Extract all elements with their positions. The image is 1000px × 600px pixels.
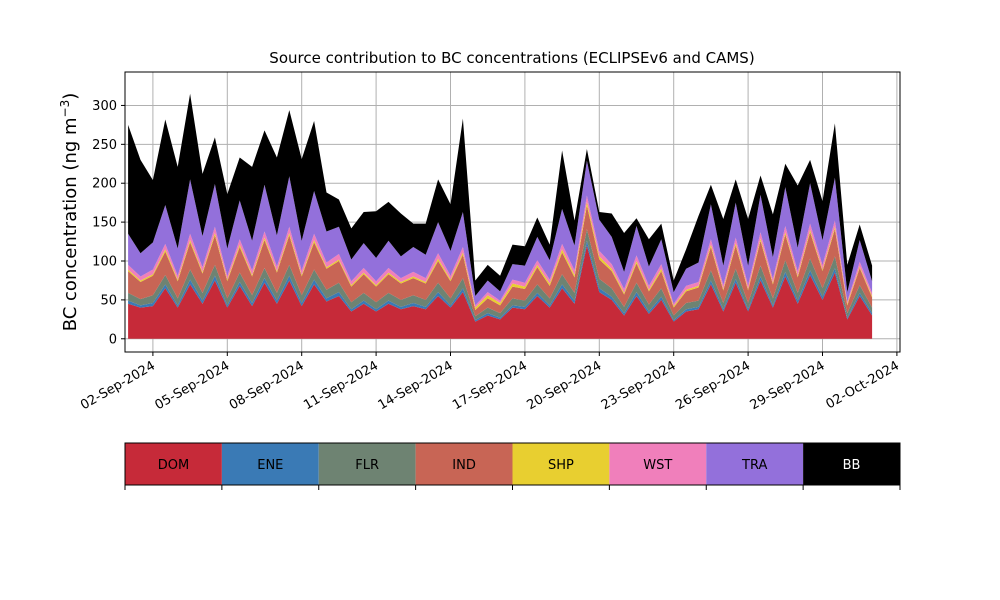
x-tick-label: 20-Sep-2024 bbox=[524, 358, 604, 413]
area-series-group bbox=[128, 93, 873, 339]
legend-label-tra: TRA bbox=[741, 458, 767, 473]
y-tick-label: 150 bbox=[92, 216, 117, 231]
area-series-bb bbox=[128, 93, 873, 297]
y-axis-label-sup: −3 bbox=[58, 100, 72, 118]
area-series-dom bbox=[128, 245, 873, 339]
legend-swatch-flr bbox=[318, 443, 416, 485]
x-tick-label: 02-Sep-2024 bbox=[78, 358, 158, 413]
x-tick-label: 02-Oct-2024 bbox=[824, 358, 902, 412]
legend-swatch-shp bbox=[512, 443, 610, 485]
legend-label-wst: WST bbox=[643, 458, 672, 473]
legend-colorbar: DOM ENE FLR IND SHP WST TRA BB bbox=[124, 442, 901, 490]
x-tick-label: 29-Sep-2024 bbox=[748, 358, 828, 413]
legend-swatch-bb bbox=[803, 443, 900, 485]
y-axis-label-close: ) bbox=[60, 93, 81, 100]
legend-swatch-ene bbox=[221, 443, 319, 485]
legend-swatch-tra bbox=[706, 443, 804, 485]
y-axis-label-main: BC concentration (ng m bbox=[60, 117, 81, 331]
x-tick-label: 14-Sep-2024 bbox=[376, 358, 456, 413]
x-tick-label: 11-Sep-2024 bbox=[301, 358, 381, 413]
x-tick-label: 05-Sep-2024 bbox=[152, 358, 232, 413]
chart-title: Source contribution to BC concentrations… bbox=[269, 49, 754, 67]
legend-label-flr: FLR bbox=[355, 458, 379, 473]
y-tick-label: 200 bbox=[92, 177, 117, 192]
legend-label-bb: BB bbox=[843, 458, 861, 473]
y-tick-label: 100 bbox=[92, 255, 117, 270]
legend-swatch-dom bbox=[125, 443, 222, 485]
y-tick-label: 0 bbox=[109, 332, 117, 347]
x-tick-label: 26-Sep-2024 bbox=[673, 358, 753, 413]
legend-label-dom: DOM bbox=[158, 458, 189, 473]
y-tick-label: 250 bbox=[92, 138, 117, 153]
area-series-tra bbox=[128, 160, 873, 306]
legend-swatch-wst bbox=[609, 443, 707, 485]
legend-label-ene: ENE bbox=[257, 458, 283, 473]
x-tick-label: 08-Sep-2024 bbox=[227, 358, 307, 413]
x-tick-label: 23-Sep-2024 bbox=[599, 358, 679, 413]
y-tick-label: 300 bbox=[92, 99, 117, 114]
plot-frame bbox=[124, 71, 901, 353]
y-tick-label: 50 bbox=[100, 293, 117, 308]
legend-label-ind: IND bbox=[452, 458, 476, 473]
legend-swatch-ind bbox=[415, 443, 513, 485]
x-tick-label: 17-Sep-2024 bbox=[450, 358, 530, 413]
legend-label-shp: SHP bbox=[548, 458, 574, 473]
y-axis-label: BC concentration (ng m−3) bbox=[58, 93, 81, 332]
